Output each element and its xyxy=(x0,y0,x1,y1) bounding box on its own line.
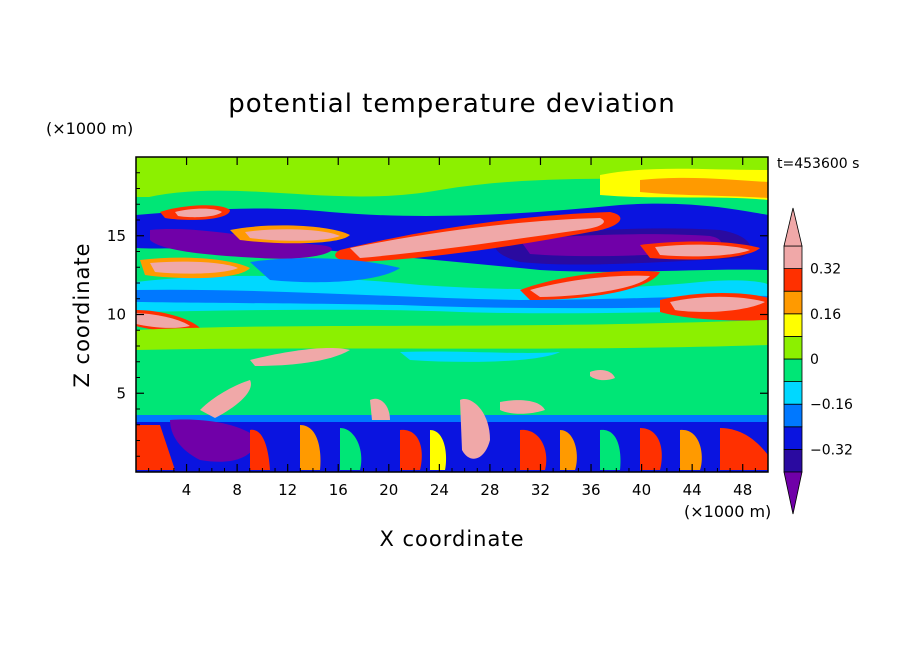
field-region xyxy=(150,261,238,274)
x-tick-label: 28 xyxy=(480,481,499,499)
field-region xyxy=(500,400,545,414)
heatmap-field xyxy=(136,157,768,472)
field-region xyxy=(400,429,422,470)
x-tick-label: 48 xyxy=(733,481,752,499)
time-label: t=453600 s xyxy=(777,156,859,172)
field-region xyxy=(200,380,251,418)
field-region xyxy=(136,415,768,425)
field-region xyxy=(670,296,765,312)
field-region xyxy=(680,429,702,470)
field-region xyxy=(136,289,768,309)
field-region xyxy=(170,419,260,462)
colorbar-segment xyxy=(783,268,803,292)
x-tick-label: 8 xyxy=(232,481,242,499)
colorbar-segment xyxy=(783,358,803,383)
field-region xyxy=(340,428,362,470)
field-region xyxy=(655,244,750,257)
y-axis-unit: (×1000 m) xyxy=(46,119,133,138)
x-tick-label: 36 xyxy=(581,481,600,499)
field-region xyxy=(600,429,621,470)
field-region xyxy=(136,313,190,328)
x-axis-ticks: 4 8 12 16 20 24 28 32 36 40 44 48 xyxy=(148,157,756,499)
field-region xyxy=(720,428,768,470)
colorbar-segment xyxy=(783,426,803,450)
field-region xyxy=(250,429,270,470)
x-tick-label: 24 xyxy=(430,481,449,499)
colorbar-segment xyxy=(783,448,803,473)
colorbar-segment xyxy=(783,335,803,360)
field-region xyxy=(245,229,340,241)
colorbar-tick-label: 0 xyxy=(810,352,819,368)
field-region xyxy=(370,398,390,420)
field-region xyxy=(136,320,768,350)
field-region xyxy=(150,228,332,259)
field-region xyxy=(530,275,650,297)
x-tick-label: 20 xyxy=(379,481,398,499)
field-region xyxy=(460,399,490,459)
colorbar-tick-label: −0.16 xyxy=(810,397,853,413)
x-tick-label: 32 xyxy=(531,481,550,499)
x-tick-label: 4 xyxy=(182,481,192,499)
x-tick-label: 40 xyxy=(632,481,651,499)
colorbar-segment xyxy=(783,245,803,270)
y-axis-ticks: 5 10 15 xyxy=(107,172,768,457)
y-tick-label: 10 xyxy=(107,306,126,324)
colorbar-tick-label: 0.32 xyxy=(810,262,841,278)
colorbar-extend-bottom xyxy=(783,471,803,515)
field-region xyxy=(250,348,350,366)
field-region xyxy=(590,370,615,381)
field-region xyxy=(640,177,768,198)
y-axis-label: Z coordinate xyxy=(70,242,94,387)
x-tick-label: 12 xyxy=(278,481,297,499)
colorbar-tick-label: 0.16 xyxy=(810,307,841,323)
x-axis-label: X coordinate xyxy=(379,527,524,551)
field-region xyxy=(300,425,321,470)
y-tick-label: 5 xyxy=(116,384,126,402)
field-region xyxy=(350,218,604,258)
field-region xyxy=(400,351,560,362)
field-region xyxy=(430,430,447,470)
colorbar: 0.32 0.16 0 −0.16 −0.32 xyxy=(783,207,853,515)
field-region xyxy=(560,430,577,470)
field-region xyxy=(520,429,547,470)
y-tick-label: 15 xyxy=(107,227,126,245)
field-region xyxy=(640,428,662,470)
x-axis-unit: (×1000 m) xyxy=(684,502,771,521)
chart-title: potential temperature deviation xyxy=(228,89,675,119)
colorbar-segment xyxy=(783,290,803,315)
x-tick-label: 16 xyxy=(329,481,348,499)
colorbar-segment xyxy=(783,381,803,405)
colorbar-tick-label: −0.32 xyxy=(810,442,853,458)
colorbar-segment xyxy=(783,403,803,428)
x-tick-label: 44 xyxy=(683,481,702,499)
colorbar-segment xyxy=(783,313,803,337)
colorbar-extend-top xyxy=(783,207,803,247)
field-region xyxy=(250,258,400,283)
field-region xyxy=(175,208,222,218)
field-region xyxy=(136,425,175,470)
